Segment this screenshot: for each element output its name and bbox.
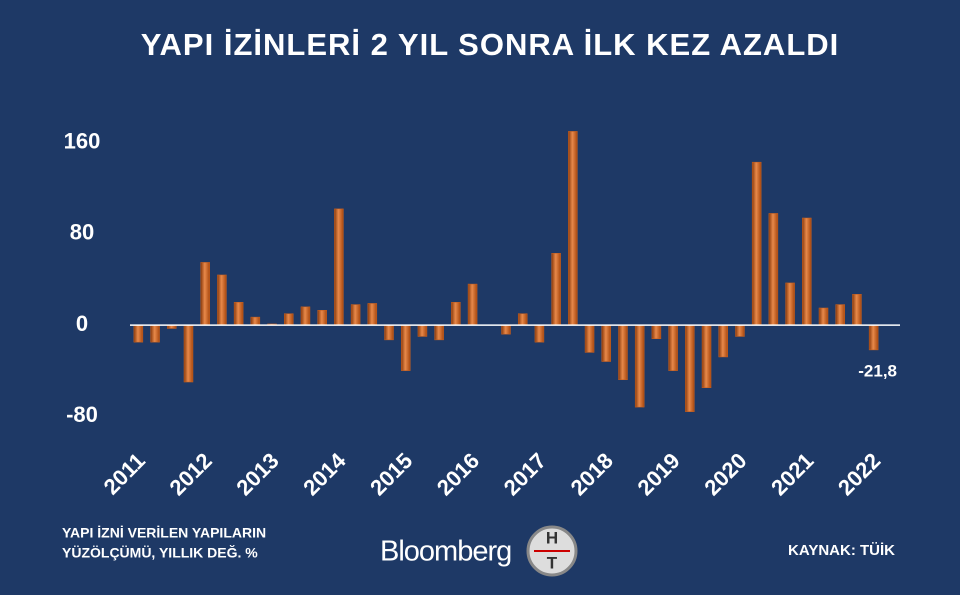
bar — [868, 324, 879, 351]
value-label: -21,8 — [858, 361, 897, 380]
bar — [250, 316, 261, 326]
bar — [584, 324, 595, 353]
bar — [618, 324, 628, 381]
bar — [350, 304, 361, 326]
logo-letter: T — [547, 553, 558, 572]
bar — [534, 324, 545, 343]
bar — [317, 310, 327, 326]
bar — [417, 324, 428, 337]
logo-letter: H — [546, 528, 558, 547]
bar — [685, 324, 695, 412]
bar — [568, 131, 578, 326]
source: KAYNAK: TÜİK — [788, 542, 895, 559]
footer-note: YÜZÖLÇÜMÜ, YILLIK DEĞ. % — [62, 544, 258, 561]
bar — [334, 208, 344, 326]
bar — [300, 306, 311, 326]
bar — [501, 324, 511, 335]
y-tick-label: 80 — [70, 220, 94, 245]
bar — [735, 324, 745, 337]
bar — [183, 324, 194, 383]
bar — [200, 262, 210, 326]
bar — [718, 324, 728, 358]
bar — [467, 283, 478, 326]
bar — [818, 307, 829, 326]
bar — [634, 324, 645, 408]
chart-title: YAPI İZİNLERİ 2 YIL SONRA İLK KEZ AZALDI — [141, 27, 840, 62]
bar — [451, 302, 461, 326]
bar — [802, 217, 812, 326]
y-tick-label: -80 — [66, 402, 98, 427]
y-tick-label: 160 — [64, 129, 101, 154]
bar — [400, 324, 411, 371]
bar — [150, 324, 160, 343]
bar — [367, 303, 378, 326]
bar — [133, 324, 144, 343]
footer-note: YAPI İZNİ VERİLEN YAPILARIN — [62, 525, 266, 541]
bar — [284, 313, 294, 326]
bar — [217, 274, 227, 326]
bar — [233, 302, 244, 326]
bar — [384, 324, 394, 341]
brand: Bloomberg — [380, 536, 511, 568]
bar — [651, 324, 662, 339]
bar — [852, 294, 862, 326]
bar — [785, 282, 795, 326]
bar — [751, 161, 762, 326]
bar — [517, 313, 528, 326]
bar — [551, 253, 561, 326]
bar — [668, 324, 678, 371]
bar — [835, 304, 845, 326]
bar — [434, 324, 444, 341]
bar — [768, 213, 779, 326]
y-tick-label: 0 — [76, 311, 88, 336]
bar — [701, 324, 712, 388]
bar — [601, 324, 612, 362]
